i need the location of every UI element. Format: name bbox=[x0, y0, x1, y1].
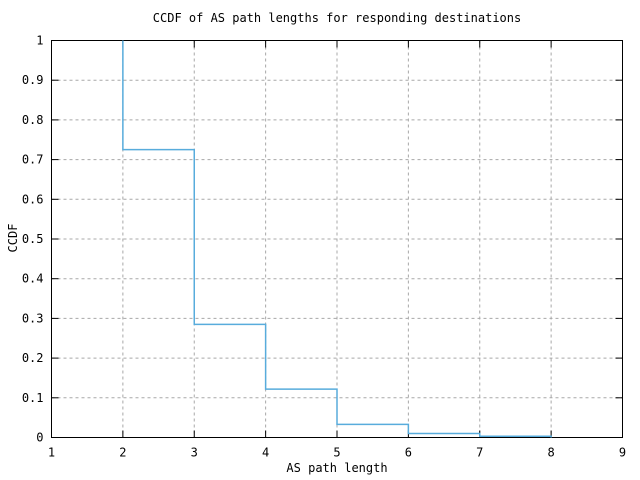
y-tick-label: 0.8 bbox=[22, 113, 44, 127]
y-tick-label: 0.6 bbox=[22, 192, 44, 206]
y-tick-label: 0.4 bbox=[22, 272, 44, 286]
x-tick-label: 5 bbox=[333, 446, 340, 460]
x-tick-label: 8 bbox=[548, 446, 555, 460]
x-axis-title: AS path length bbox=[286, 461, 388, 475]
x-tick-label: 1 bbox=[48, 446, 55, 460]
x-tick-label: 2 bbox=[119, 446, 126, 460]
x-tick-label: 6 bbox=[405, 446, 412, 460]
y-tick-label: 0.7 bbox=[22, 153, 44, 167]
x-tick-label: 4 bbox=[262, 446, 269, 460]
y-tick-label: 0 bbox=[36, 431, 43, 445]
ccdf-step-line bbox=[122, 40, 552, 438]
y-tick-label: 0.9 bbox=[22, 73, 44, 87]
y-tick-label: 1 bbox=[36, 34, 43, 48]
y-tick-label: 0.5 bbox=[22, 232, 44, 246]
x-tick-label: 7 bbox=[476, 446, 483, 460]
y-tick-label: 0.2 bbox=[22, 351, 44, 365]
y-tick-label: 0.3 bbox=[22, 311, 44, 325]
x-tick-label: 3 bbox=[191, 446, 198, 460]
chart-title: CCDF of AS path lengths for responding d… bbox=[152, 11, 522, 25]
x-tick-label: 9 bbox=[619, 446, 626, 460]
y-axis-title: CCDF bbox=[6, 223, 20, 253]
y-tick-label: 0.1 bbox=[22, 391, 44, 405]
